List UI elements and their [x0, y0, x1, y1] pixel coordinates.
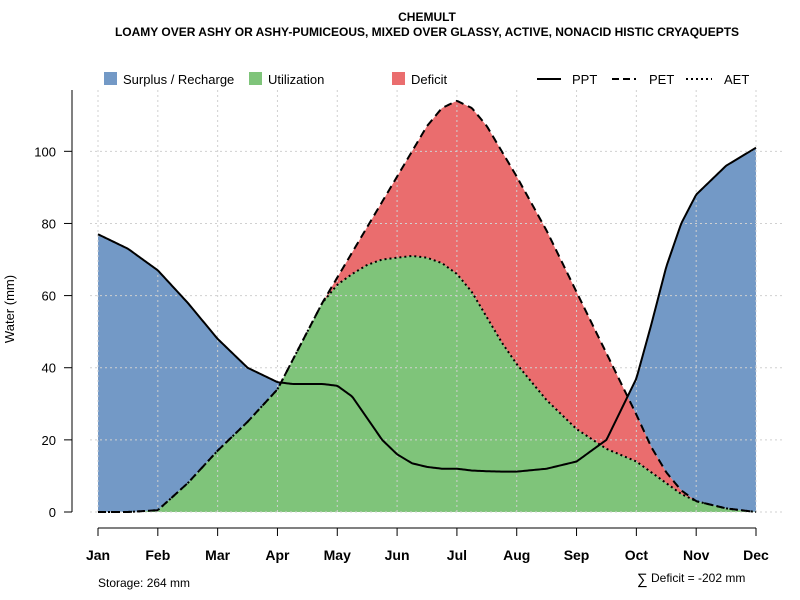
x-tick-label-may: May	[324, 547, 351, 563]
legend-swatch-surplus	[104, 72, 117, 85]
series-line-ppt	[97, 146, 757, 473]
x-tick-label-feb: Feb	[145, 547, 170, 563]
utilization-area	[98, 255, 756, 512]
y-tick-label: 40	[42, 361, 56, 376]
legend-label-surplus: Surplus / Recharge	[123, 72, 234, 87]
legend-label-aet: AET	[724, 72, 749, 87]
x-tick-label-dec: Dec	[743, 547, 769, 563]
axes: 0 20 40 60 80 100 Jan Feb Mar Apr May Jun Jul Aug Sep O…	[34, 90, 769, 563]
x-tick-label-oct: Oct	[625, 547, 649, 563]
chart-title: CHEMULT	[398, 10, 456, 24]
storage-label: Storage: 264 mm	[98, 576, 190, 590]
series-lines	[97, 99, 757, 513]
deficit-area	[98, 100, 756, 513]
surplus-area	[98, 100, 756, 513]
legend-label-pet: PET	[649, 72, 674, 87]
x-tick-label-jul: Jul	[447, 547, 467, 563]
y-tick-label: 20	[42, 433, 56, 448]
y-tick-label: 0	[49, 505, 56, 520]
legend-swatch-deficit	[392, 72, 405, 85]
x-tick-label-nov: Nov	[683, 547, 710, 563]
grid	[90, 90, 784, 513]
legend-label-utilization: Utilization	[268, 72, 324, 87]
x-tick-label-jun: Jun	[385, 547, 410, 563]
x-tick-label-sep: Sep	[564, 547, 590, 563]
legend-swatch-utilization	[249, 72, 262, 85]
legend-label-ppt: PPT	[572, 72, 597, 87]
chart-subtitle: LOAMY OVER ASHY OR ASHY-PUMICEOUS, MIXED…	[115, 25, 739, 39]
x-tick-label-aug: Aug	[503, 547, 530, 563]
y-tick-label: 80	[42, 216, 56, 231]
y-tick-label: 60	[42, 289, 56, 304]
deficit-sum-symbol: ∑	[637, 571, 648, 588]
x-tick-label-jan: Jan	[86, 547, 110, 563]
x-tick-label-apr: Apr	[265, 547, 290, 563]
y-axis-label: Water (mm)	[2, 275, 17, 343]
deficit-total-label: Deficit = -202 mm	[651, 571, 745, 585]
y-tick-label: 100	[34, 144, 56, 159]
area-fills	[98, 100, 756, 513]
x-tick-label-mar: Mar	[205, 547, 230, 563]
legend: Surplus / Recharge Utilization Deficit P…	[104, 72, 749, 87]
legend-label-deficit: Deficit	[411, 72, 448, 87]
